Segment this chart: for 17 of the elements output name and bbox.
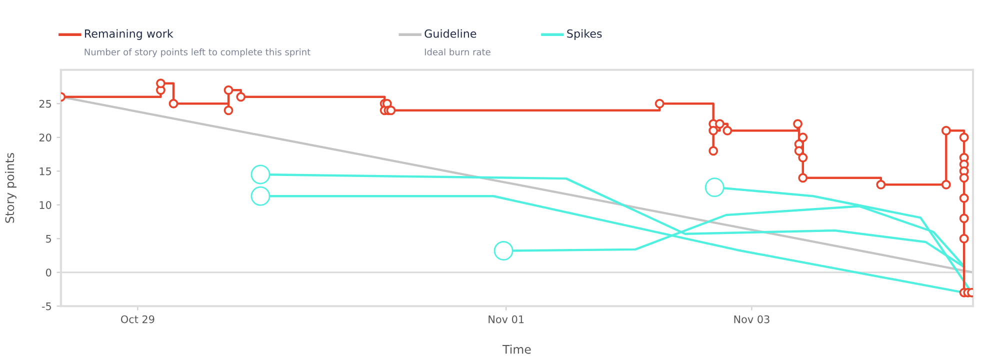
y-tick-label: 0 xyxy=(46,268,52,276)
legend-label: Spikes xyxy=(567,29,602,40)
y-tick-label: 20 xyxy=(39,134,52,142)
y-tick-label: 10 xyxy=(40,201,52,209)
x-tick-label: Nov 01 xyxy=(488,315,524,324)
x-axis-title: Time xyxy=(502,344,531,354)
y-tick-label: -5 xyxy=(42,302,51,310)
legend-label: Remaining work xyxy=(85,29,174,40)
y-axis-title: Story points xyxy=(5,152,16,223)
text: Ideal burn rate xyxy=(424,48,490,56)
x-tick-label: Oct 29 xyxy=(120,315,154,324)
y-tick-label: 5 xyxy=(46,234,51,243)
legend-label: Guideline xyxy=(424,29,476,38)
text: Number of story points left to complete this sprint xyxy=(84,48,310,58)
x-tick-label: Nov 03 xyxy=(734,315,770,324)
y-tick-label: 25 xyxy=(39,100,51,108)
y-tick-label: 15 xyxy=(40,167,51,176)
